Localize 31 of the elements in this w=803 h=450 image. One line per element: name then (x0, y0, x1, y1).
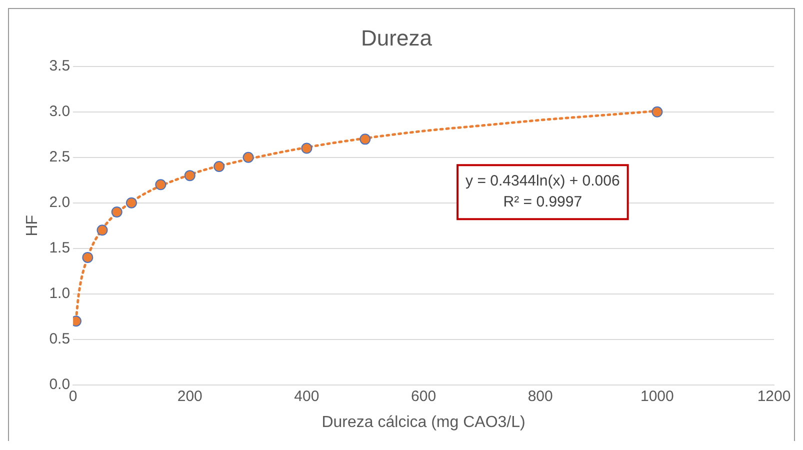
point (111, 206, 122, 218)
y-tick-label: 1.0 (49, 284, 70, 302)
y-tick-label: 1.5 (49, 239, 70, 256)
x-tick-label: 0 (68, 388, 78, 405)
y-tick-label: 2.5 (49, 148, 70, 166)
point (214, 160, 225, 172)
point (652, 106, 663, 118)
x-tick-label: 600 (411, 388, 436, 405)
x-tick-label: 1000 (640, 388, 674, 405)
point (155, 179, 166, 190)
x-tick-label: 400 (294, 388, 320, 405)
point (360, 134, 371, 145)
point (184, 170, 196, 182)
chart-title: Dureza (361, 25, 433, 50)
point (96, 224, 108, 236)
y-tick-label: 0.5 (49, 330, 70, 348)
point (301, 142, 312, 154)
y-tick-label: 3.5 (49, 58, 70, 75)
point (242, 152, 254, 163)
y-tick-label: 0.0 (49, 376, 70, 393)
point (126, 197, 137, 208)
point (82, 252, 94, 263)
annotation: R² = 0.9997 (503, 194, 582, 211)
x-tick-label: 800 (528, 388, 553, 405)
y-tick-label: 3.0 (49, 103, 70, 120)
x-axis-title: Dureza cálcica (mg CAO3/L) (322, 414, 526, 431)
x-tick-label: 1200 (757, 388, 791, 405)
y-axis-title: HF (24, 214, 42, 236)
annotation: y = 0.4344ln(x) + 0.006 (466, 172, 620, 190)
x-tick-label: 200 (177, 388, 202, 405)
y-tick-label: 2.0 (49, 194, 70, 211)
